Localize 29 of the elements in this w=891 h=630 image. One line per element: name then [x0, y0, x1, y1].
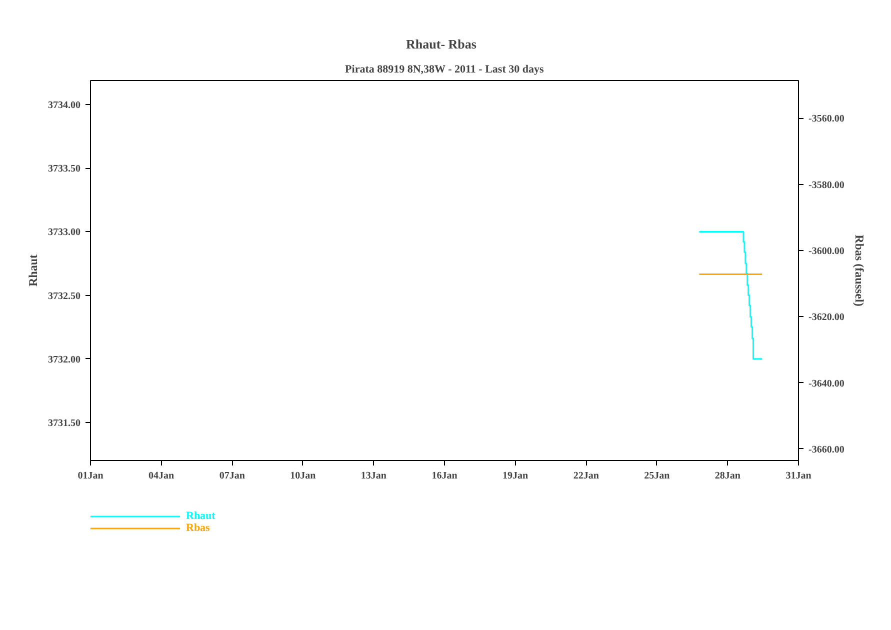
y2-axis-title: Rbas (faussel): [852, 234, 866, 306]
chart-title: Rhaut- Rbas: [406, 36, 476, 52]
x-tick-label: 10Jan: [290, 470, 316, 482]
x-tick-label: 07Jan: [219, 470, 246, 482]
text: Rhaut: [186, 510, 216, 522]
y2-tick-label: -3640.00: [808, 378, 844, 390]
x-tick-label: 16Jan: [432, 470, 458, 482]
y2-tick-label: -3600.00: [808, 246, 844, 257]
x-tick-label: 22Jan: [573, 470, 600, 482]
x-tick-label: 01Jan: [78, 470, 104, 482]
y2-tick-label: -3660.00: [808, 444, 844, 456]
y-tick-label: 3733.50: [48, 164, 80, 175]
y-axis-title: Rhaut: [26, 254, 40, 287]
x-tick-label: 13Jan: [360, 470, 387, 482]
x-tick-label: 25Jan: [644, 470, 670, 482]
x-tick-label: 31Jan: [786, 470, 812, 482]
y2-tick-label: -3580.00: [808, 180, 844, 191]
x-tick-label: 19Jan: [502, 470, 529, 482]
y-tick-label: 3734.00: [48, 100, 80, 112]
x-tick-label: 04Jan: [148, 470, 175, 482]
y2-tick-label: -3560.00: [808, 114, 844, 125]
y-tick-label: 3733.00: [48, 227, 80, 238]
y-tick-label: 3731.50: [48, 418, 80, 429]
y2-tick-label: -3620.00: [808, 312, 844, 324]
chart-subtitle: Pirata 88919 8N,38W - 2011 - Last 30 days: [345, 64, 544, 76]
y-tick-label: 3732.00: [48, 354, 80, 366]
x-tick-label: 28Jan: [714, 470, 741, 482]
y-tick-label: 3732.50: [48, 290, 80, 302]
text: Rbas: [186, 522, 210, 534]
